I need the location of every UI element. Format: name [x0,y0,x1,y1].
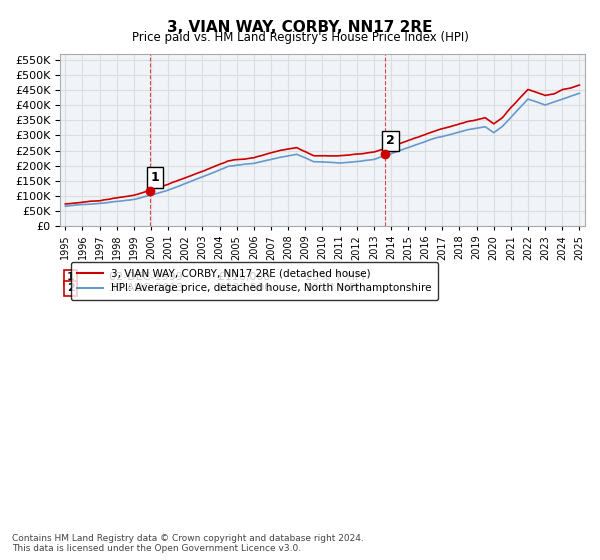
Text: 3, VIAN WAY, CORBY, NN17 2RE: 3, VIAN WAY, CORBY, NN17 2RE [167,20,433,35]
Text: Price paid vs. HM Land Registry's House Price Index (HPI): Price paid vs. HM Land Registry's House … [131,31,469,44]
Text: 1: 1 [151,171,159,184]
Text: 2: 2 [386,134,395,147]
Text: 2: 2 [67,283,74,293]
Text: Contains HM Land Registry data © Crown copyright and database right 2024.
This d: Contains HM Land Registry data © Crown c… [12,534,364,553]
Text: 30-AUG-2013          £237,500          9% ↑ HPI: 30-AUG-2013 £237,500 9% ↑ HPI [102,283,359,293]
Text: 02-DEC-1999          £116,000          23% ↑ HPI: 02-DEC-1999 £116,000 23% ↑ HPI [102,272,365,282]
Legend: 3, VIAN WAY, CORBY, NN17 2RE (detached house), HPI: Average price, detached hous: 3, VIAN WAY, CORBY, NN17 2RE (detached h… [71,262,438,300]
Text: 1: 1 [67,272,74,282]
